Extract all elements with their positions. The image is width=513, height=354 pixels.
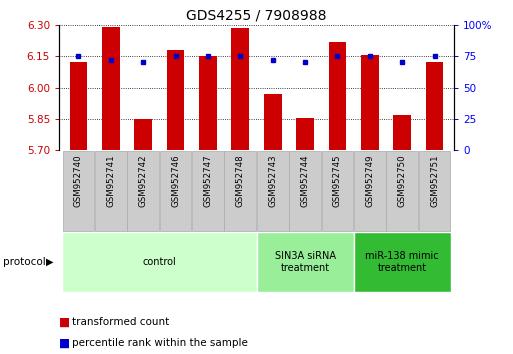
Bar [127,151,159,231]
Bar [225,151,256,231]
Text: GSM952747: GSM952747 [204,154,212,207]
Text: control: control [143,257,176,267]
Bar [63,151,94,231]
Text: GSM952746: GSM952746 [171,154,180,207]
Bar [296,118,314,150]
Text: ▶: ▶ [46,257,54,267]
Text: percentile rank within the sample: percentile rank within the sample [72,338,248,348]
Text: GSM952751: GSM952751 [430,154,439,207]
Text: ■: ■ [59,316,70,329]
Bar [289,151,321,231]
Bar [95,151,127,231]
Bar [426,62,443,150]
Bar [134,119,152,150]
Bar [192,151,224,231]
Bar [354,151,386,231]
Bar [264,94,282,150]
Text: ■: ■ [59,337,70,350]
Bar [353,232,451,292]
Bar [322,151,353,231]
Text: protocol: protocol [3,257,45,267]
Bar [70,62,87,150]
Text: transformed count: transformed count [72,317,169,327]
Bar [102,27,120,150]
Bar [328,41,346,150]
Text: GSM952749: GSM952749 [365,154,374,207]
Text: GSM952745: GSM952745 [333,154,342,207]
Bar [361,55,379,150]
Text: GSM952750: GSM952750 [398,154,407,207]
Bar [256,232,353,292]
Text: GSM952744: GSM952744 [301,154,309,207]
Bar [167,50,185,150]
Bar [419,151,450,231]
Text: GSM952748: GSM952748 [236,154,245,207]
Bar [199,56,217,150]
Text: GSM952741: GSM952741 [106,154,115,207]
Text: GDS4255 / 7908988: GDS4255 / 7908988 [186,9,327,23]
Bar [160,151,191,231]
Text: GSM952743: GSM952743 [268,154,277,207]
Text: GSM952742: GSM952742 [139,154,148,207]
Bar [231,28,249,150]
Text: SIN3A siRNA
treatment: SIN3A siRNA treatment [274,251,336,273]
Bar [386,151,418,231]
Text: GSM952740: GSM952740 [74,154,83,207]
Text: miR-138 mimic
treatment: miR-138 mimic treatment [365,251,439,273]
Bar [393,115,411,150]
Bar [62,232,256,292]
Bar [257,151,288,231]
